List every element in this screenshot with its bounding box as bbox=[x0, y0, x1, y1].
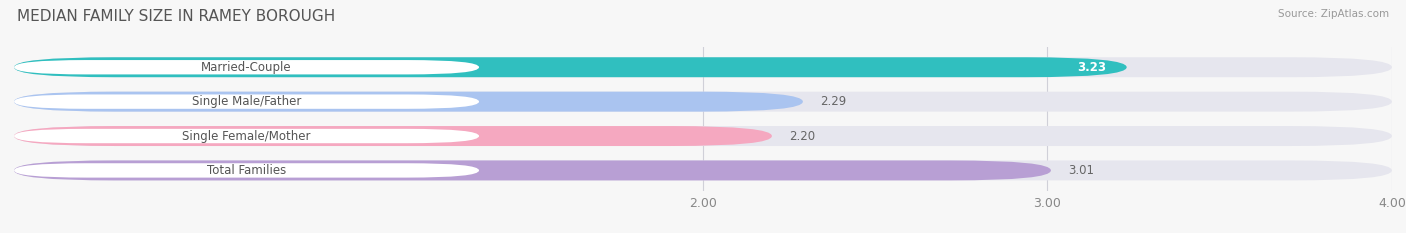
Text: 2.29: 2.29 bbox=[820, 95, 846, 108]
Text: Total Families: Total Families bbox=[207, 164, 287, 177]
Text: 3.23: 3.23 bbox=[1077, 61, 1107, 74]
Text: Married-Couple: Married-Couple bbox=[201, 61, 292, 74]
FancyBboxPatch shape bbox=[14, 129, 479, 143]
FancyBboxPatch shape bbox=[14, 126, 772, 146]
FancyBboxPatch shape bbox=[14, 92, 803, 112]
FancyBboxPatch shape bbox=[14, 126, 1392, 146]
Text: Single Female/Mother: Single Female/Mother bbox=[183, 130, 311, 143]
FancyBboxPatch shape bbox=[14, 60, 479, 74]
Text: Single Male/Father: Single Male/Father bbox=[191, 95, 301, 108]
Text: 3.01: 3.01 bbox=[1069, 164, 1094, 177]
FancyBboxPatch shape bbox=[14, 161, 1050, 180]
Text: MEDIAN FAMILY SIZE IN RAMEY BOROUGH: MEDIAN FAMILY SIZE IN RAMEY BOROUGH bbox=[17, 9, 335, 24]
FancyBboxPatch shape bbox=[14, 161, 1392, 180]
FancyBboxPatch shape bbox=[14, 57, 1126, 77]
FancyBboxPatch shape bbox=[14, 57, 1392, 77]
FancyBboxPatch shape bbox=[14, 163, 479, 178]
Text: 2.20: 2.20 bbox=[789, 130, 815, 143]
FancyBboxPatch shape bbox=[14, 92, 1392, 112]
Text: Source: ZipAtlas.com: Source: ZipAtlas.com bbox=[1278, 9, 1389, 19]
FancyBboxPatch shape bbox=[14, 94, 479, 109]
